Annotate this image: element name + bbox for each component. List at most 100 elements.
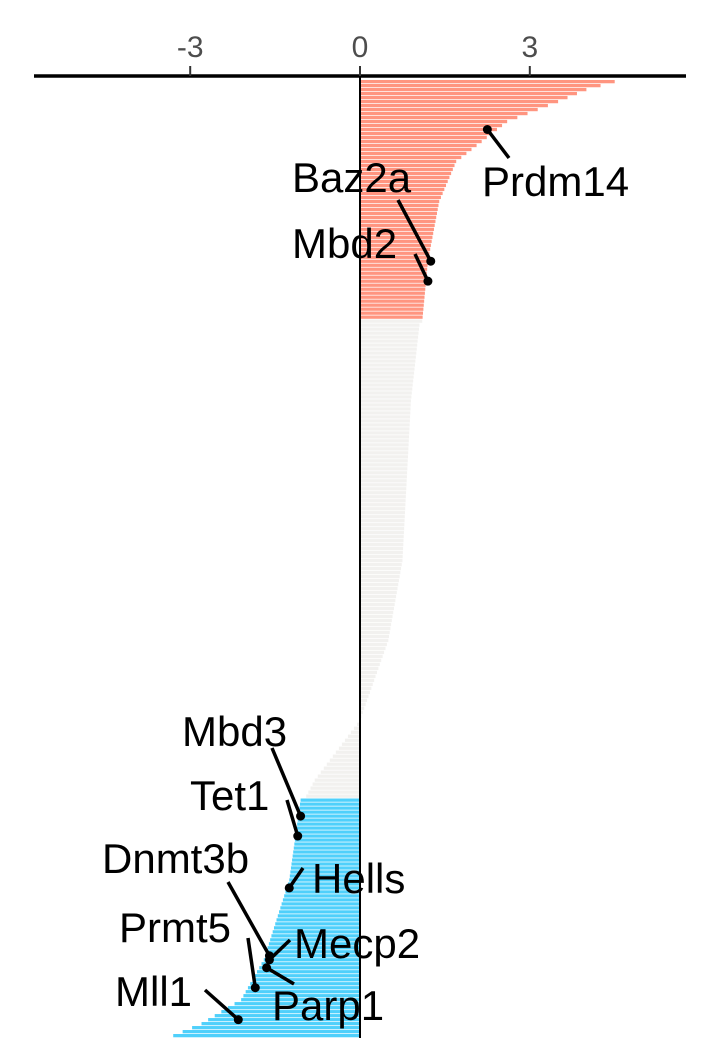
gene-bar bbox=[360, 375, 414, 379]
gene-bar bbox=[360, 471, 408, 475]
gene-bar bbox=[296, 826, 360, 830]
gene-bar bbox=[360, 107, 538, 112]
gene-bar bbox=[360, 650, 385, 655]
gene-bar bbox=[360, 207, 438, 211]
gene-bar bbox=[360, 602, 395, 607]
gene-bar bbox=[259, 966, 360, 970]
gene-bar bbox=[273, 926, 360, 930]
gene-bar bbox=[360, 315, 423, 319]
gene-bar bbox=[360, 111, 528, 116]
gene-bar bbox=[360, 223, 435, 227]
gene-bar bbox=[360, 455, 408, 459]
gene-bar bbox=[360, 283, 426, 287]
gene-bar bbox=[360, 646, 386, 651]
gene-bar bbox=[360, 555, 403, 559]
gene-annotation-mecp2: Mecp2 bbox=[264, 920, 420, 967]
gene-annotations: Prdm14 Baz2a Mbd2 Mbd3 Tet1 Hells Dnmt3b Mecp2 P… bbox=[102, 124, 629, 1029]
gene-bar bbox=[360, 167, 453, 172]
gene-bar bbox=[360, 379, 414, 383]
annotation-leader-line bbox=[268, 938, 292, 962]
gene-bar bbox=[360, 614, 393, 619]
gene-bar bbox=[360, 395, 412, 399]
gene-bar bbox=[360, 678, 375, 683]
gene-bar bbox=[275, 922, 360, 926]
gene-bar bbox=[360, 179, 448, 184]
gene-bar bbox=[360, 219, 436, 223]
gene-bar bbox=[300, 802, 360, 806]
gene-bar bbox=[294, 838, 360, 842]
gene-bar bbox=[360, 419, 410, 423]
gene-bar bbox=[360, 407, 411, 411]
gene-bar bbox=[360, 706, 365, 710]
gene-bar bbox=[234, 1002, 360, 1006]
gene-label: Dnmt3b bbox=[102, 835, 249, 882]
gene-bar bbox=[360, 123, 503, 128]
gene-bar bbox=[360, 439, 409, 443]
gene-bar bbox=[360, 327, 419, 331]
gene-bar bbox=[263, 958, 360, 962]
gene-bar bbox=[360, 359, 416, 363]
gene-bar bbox=[221, 1010, 360, 1014]
gene-bar bbox=[360, 367, 415, 371]
gene-bar bbox=[360, 463, 408, 467]
gene-bar bbox=[360, 443, 409, 447]
gene-bar bbox=[360, 247, 431, 251]
gene-bar bbox=[360, 275, 427, 279]
gene-label: Parp1 bbox=[272, 982, 384, 1029]
annotation-leader-line bbox=[396, 199, 433, 263]
gene-bar bbox=[360, 331, 419, 335]
gene-bar bbox=[360, 710, 363, 714]
gene-bar bbox=[360, 267, 428, 271]
gene-bar bbox=[360, 610, 394, 615]
gene-bar bbox=[173, 1034, 360, 1038]
gene-bar bbox=[338, 746, 360, 750]
gene-bar bbox=[298, 814, 360, 818]
gene-bar bbox=[265, 954, 360, 958]
gene-bar bbox=[360, 670, 377, 675]
gene-bar bbox=[360, 654, 383, 659]
gene-annotation-tet1: Tet1 bbox=[190, 772, 303, 841]
x-tick-label: 0 bbox=[352, 31, 369, 64]
gene-annotation-mll1: Mll1 bbox=[115, 968, 243, 1025]
gene-bar bbox=[360, 686, 372, 690]
gene-point bbox=[426, 256, 436, 266]
gene-bar bbox=[360, 151, 467, 156]
gene-bar bbox=[360, 271, 427, 275]
gene-bar bbox=[360, 371, 415, 375]
gene-bar bbox=[360, 658, 382, 663]
gene-bar bbox=[360, 491, 407, 495]
gene-bar bbox=[360, 95, 568, 100]
gene-bar bbox=[332, 754, 360, 758]
gene-bar bbox=[360, 291, 425, 295]
gene-bar bbox=[360, 559, 403, 563]
gene-bar bbox=[292, 854, 360, 858]
gene-bar bbox=[360, 479, 407, 483]
gene-bar bbox=[241, 998, 360, 1002]
gene-bar bbox=[360, 119, 508, 124]
annotation-leader-line bbox=[226, 881, 271, 957]
gene-bar bbox=[296, 830, 360, 834]
gene-annotation-parp1: Parp1 bbox=[262, 963, 384, 1029]
gene-bar bbox=[360, 642, 387, 647]
gene-bar bbox=[227, 1006, 360, 1010]
annotation-leader-line bbox=[246, 937, 258, 988]
gene-bar bbox=[281, 902, 360, 906]
gene-bar bbox=[335, 750, 360, 754]
gene-bar bbox=[360, 339, 418, 343]
x-axis-ticks: -3 0 3 bbox=[177, 31, 538, 76]
gene-bar bbox=[360, 702, 366, 706]
annotation-leader-line bbox=[270, 747, 303, 817]
gene-bar bbox=[360, 499, 406, 503]
gene-bar bbox=[279, 910, 360, 914]
gene-bar bbox=[290, 870, 360, 874]
gene-bar bbox=[360, 195, 441, 200]
gene-bar bbox=[360, 103, 548, 108]
gene-bar bbox=[252, 978, 360, 982]
gene-bar bbox=[250, 982, 360, 986]
gene-bar bbox=[360, 451, 409, 455]
gene-bar bbox=[292, 858, 360, 862]
gene-bar bbox=[360, 578, 399, 583]
x-axis: -3 0 3 bbox=[34, 31, 686, 78]
gene-bar bbox=[360, 503, 406, 507]
